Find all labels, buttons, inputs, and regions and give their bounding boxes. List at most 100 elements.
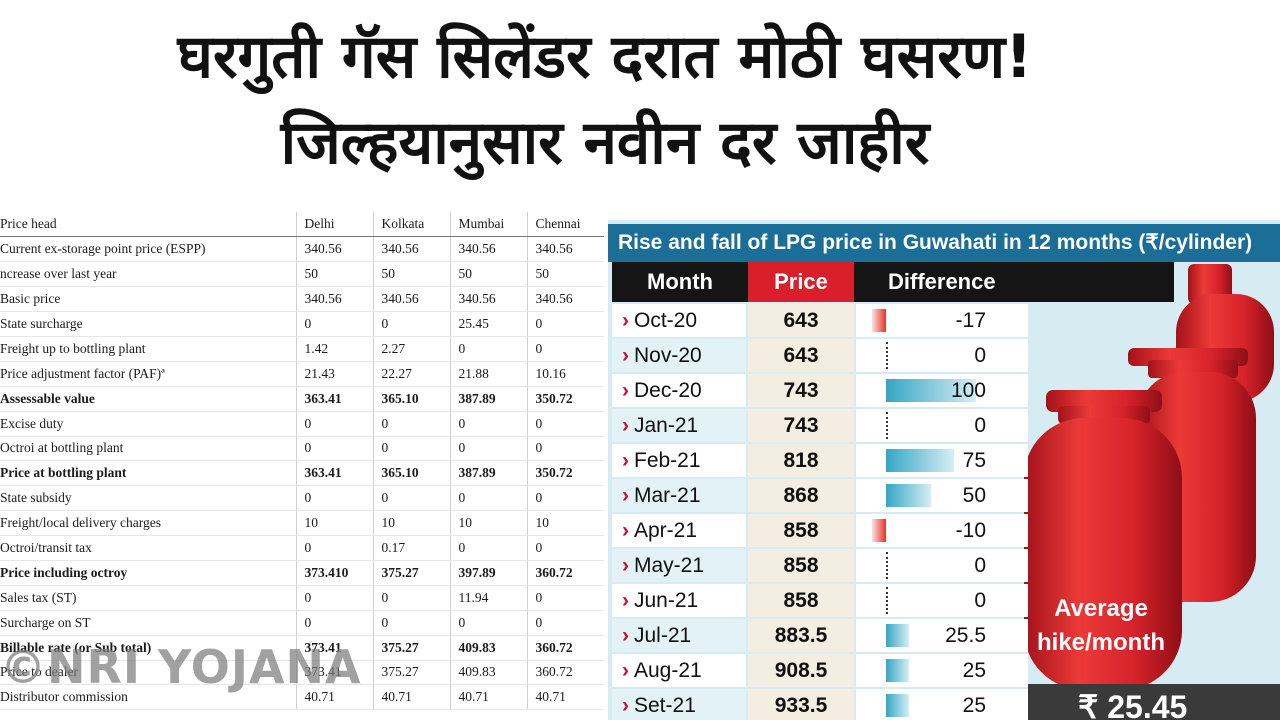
chevron-right-icon: › [622,484,629,507]
row-value: 50 [295,261,373,288]
difference-cell: 25 [856,689,1028,720]
row-value: 25.45 [449,311,527,337]
table-row: Octroi at bottling plant 0 0 0 0 [0,436,604,462]
difference-cell: 0 [856,409,1028,442]
difference-value: 0 [974,414,986,437]
row-value: 350.72 [526,460,604,487]
column-header: Kolkata [372,212,450,238]
row-value: 340.56 [372,236,450,263]
row-value: 397.89 [449,560,527,586]
row-value: 360.72 [526,560,604,586]
row-value: 0.17 [372,535,450,561]
row-value: 11.94 [449,585,527,611]
column-header-difference: Difference [854,262,1174,302]
row-label: Price to dealer [0,660,296,686]
row-value: 387.89 [449,460,527,487]
column-header: Price head [0,212,296,238]
table-row: Octroi/transit tax 0 0.17 0 0 [0,535,604,561]
headline: घरगुती गॅस सिलेंडर दरात मोठी घसरण! जिल्ह… [0,14,1210,186]
price-cell: 933.5 [748,689,854,720]
table-row: Assessable value 363.41 365.10 387.89 350.72 [0,386,604,412]
lpg-price-infographic: Rise and fall of LPG price in Guwahati i… [608,220,1280,720]
row-value: 0 [449,535,527,561]
row-value: 387.89 [449,386,527,412]
difference-cell: -10 [856,514,1028,547]
row-label: Freight/local delivery charges [0,510,296,537]
difference-cell: -17 [856,304,1028,337]
month-cell: › Set-21 [612,689,746,720]
row-label: Distributor commission [0,684,296,711]
row-label: ncrease over last year [0,261,296,288]
row-value: 0 [526,411,604,437]
difference-value: -17 [955,309,986,332]
column-header-month: Month [612,262,748,302]
difference-bar-negative [872,519,886,542]
row-label: Octroi/transit tax [0,535,296,561]
row-value: 373.410 [295,560,373,586]
row-value: 373.41 [295,660,373,686]
difference-value: 50 [962,484,986,507]
row-value: 0 [372,610,450,636]
zero-line [886,552,888,579]
chevron-right-icon: › [622,589,629,612]
row-value: 40.71 [295,684,373,711]
chevron-right-icon: › [622,694,629,717]
price-cell: 818 [748,444,854,477]
chevron-right-icon: › [622,624,629,647]
row-label: Assessable value [0,386,296,412]
difference-bar-positive [886,624,909,647]
row-value: 10 [295,510,373,537]
difference-cell: 25.5 [856,619,1028,652]
row-value: 2.27 [372,336,450,362]
price-cell: 858 [748,514,854,547]
zero-line [886,587,888,614]
row-value: 1.42 [295,336,373,362]
price-row: › Feb-21 818 75 [612,444,1028,477]
month-cell: › Aug-21 [612,654,746,687]
row-value: 350.72 [526,386,604,412]
month-cell: › Nov-20 [612,339,746,372]
row-value: 0 [372,585,450,611]
difference-cell: 0 [856,339,1028,372]
row-value: 40.71 [526,684,604,711]
price-row: › Jun-21 858 0 [612,584,1028,617]
row-value: 50 [449,261,527,288]
row-value: 375.27 [372,560,450,586]
month-label: Aug-21 [634,659,702,682]
month-label: Set-21 [634,694,696,717]
row-value: 0 [526,585,604,611]
price-cell: 858 [748,584,854,617]
difference-bar-positive [886,659,909,682]
difference-value: 25 [962,694,986,717]
price-cell: 883.5 [748,619,854,652]
row-label: Surcharge on ST [0,610,296,636]
row-label: Sales tax (ST) [0,585,296,611]
row-value: 0 [449,610,527,636]
difference-bar-positive [886,484,931,507]
row-value: 0 [372,411,450,437]
row-value: 375.27 [372,660,450,686]
table-row: Distributor commission 40.71 40.71 40.71 40.… [0,684,604,711]
row-value: 340.56 [372,286,450,313]
row-value: 10 [526,510,604,537]
row-value: 50 [526,261,604,288]
month-cell: › Jul-21 [612,619,746,652]
row-label: Octroi at bottling plant [0,436,296,462]
difference-bar-positive [886,694,909,717]
price-row: › May-21 858 0 [612,549,1028,582]
price-cell: 858 [748,549,854,582]
table-row: Current ex-storage point price (ESPP) 340… [0,236,604,263]
row-value: 21.43 [295,361,373,387]
row-value: 340.56 [295,286,373,313]
month-label: Apr-21 [634,519,698,542]
price-row: › Apr-21 858 -10 [612,514,1028,547]
chevron-right-icon: › [622,379,629,402]
price-row: › Dec-20 743 100 [612,374,1028,407]
price-cell: 908.5 [748,654,854,687]
table-row: Surcharge on ST 0 0 0 0 [0,610,604,636]
row-value: 10 [372,510,450,537]
difference-value: -10 [955,519,986,542]
column-header-price: Price [748,262,854,302]
row-value: 375.27 [372,635,450,661]
month-cell: › Apr-21 [612,514,746,547]
